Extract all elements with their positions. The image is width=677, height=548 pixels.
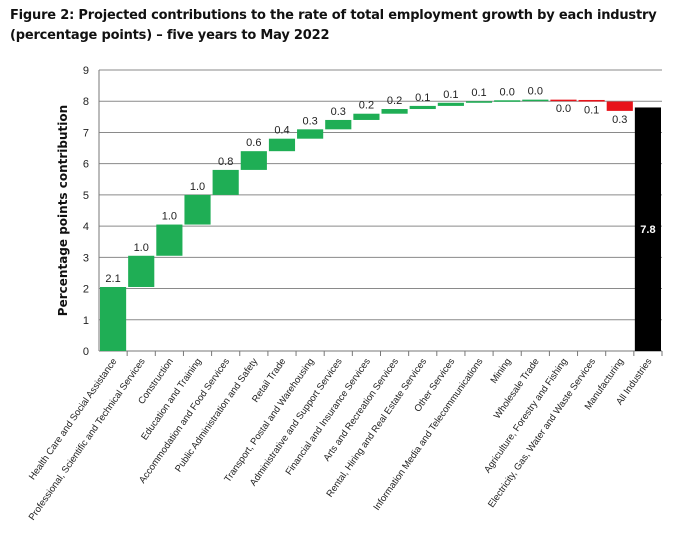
bar [240, 151, 267, 170]
data-label: 0.0 [556, 103, 571, 115]
bar [268, 138, 296, 152]
bar [325, 119, 352, 130]
data-label: 0.4 [274, 125, 289, 137]
bar [578, 99, 605, 102]
data-label: 0.0 [500, 86, 515, 98]
data-label: 0.3 [302, 115, 317, 127]
data-label: 1.0 [162, 211, 177, 223]
data-label: 0.3 [331, 106, 346, 118]
bar [353, 113, 380, 120]
data-label: 2.1 [105, 273, 120, 285]
y-tick-label: 9 [83, 65, 89, 77]
y-tick-label: 2 [83, 284, 89, 296]
bar [409, 105, 436, 110]
data-label: 0.2 [359, 100, 374, 112]
data-label: 0.1 [471, 87, 486, 99]
x-tick-label: Mining [489, 356, 514, 385]
data-label: 7.8 [640, 224, 655, 236]
y-axis-label: Percentage points contribution [56, 105, 70, 316]
y-tick-label: 4 [83, 221, 89, 233]
bar [212, 169, 239, 195]
data-label: 0.1 [584, 105, 599, 117]
bar [437, 102, 464, 106]
y-tick-label: 5 [83, 190, 89, 202]
bar [465, 101, 493, 103]
bar [297, 129, 324, 139]
data-label: 0.0 [528, 86, 543, 98]
data-label: 0.2 [387, 95, 402, 107]
y-tick-label: 0 [83, 346, 89, 358]
x-tick-label: Professional, Scientific and Technical S… [27, 356, 148, 522]
data-label: 1.0 [134, 242, 149, 254]
data-label: 0.3 [612, 114, 627, 126]
data-label: 0.6 [246, 137, 261, 149]
y-tick-label: 6 [83, 159, 89, 171]
chart-title: Figure 2: Projected contributions to the… [10, 8, 657, 43]
y-tick-label: 3 [83, 252, 89, 264]
data-label: 0.8 [218, 156, 233, 168]
bar [550, 99, 577, 102]
bar [522, 99, 549, 102]
bar [156, 224, 183, 256]
bar [494, 100, 521, 102]
bar [184, 194, 211, 225]
data-label: 0.1 [415, 92, 430, 104]
bar [381, 109, 408, 114]
data-label: 1.0 [190, 181, 205, 193]
y-tick-label: 8 [83, 96, 89, 108]
bar [634, 107, 661, 351]
bar [606, 101, 633, 111]
y-tick-label: 7 [83, 127, 89, 139]
bar [100, 286, 127, 351]
bar [128, 255, 155, 287]
x-tick-label: Electricity, Gas, Water and Waste Servic… [486, 356, 598, 510]
y-tick-label: 1 [83, 315, 89, 327]
data-label: 0.1 [443, 89, 458, 101]
